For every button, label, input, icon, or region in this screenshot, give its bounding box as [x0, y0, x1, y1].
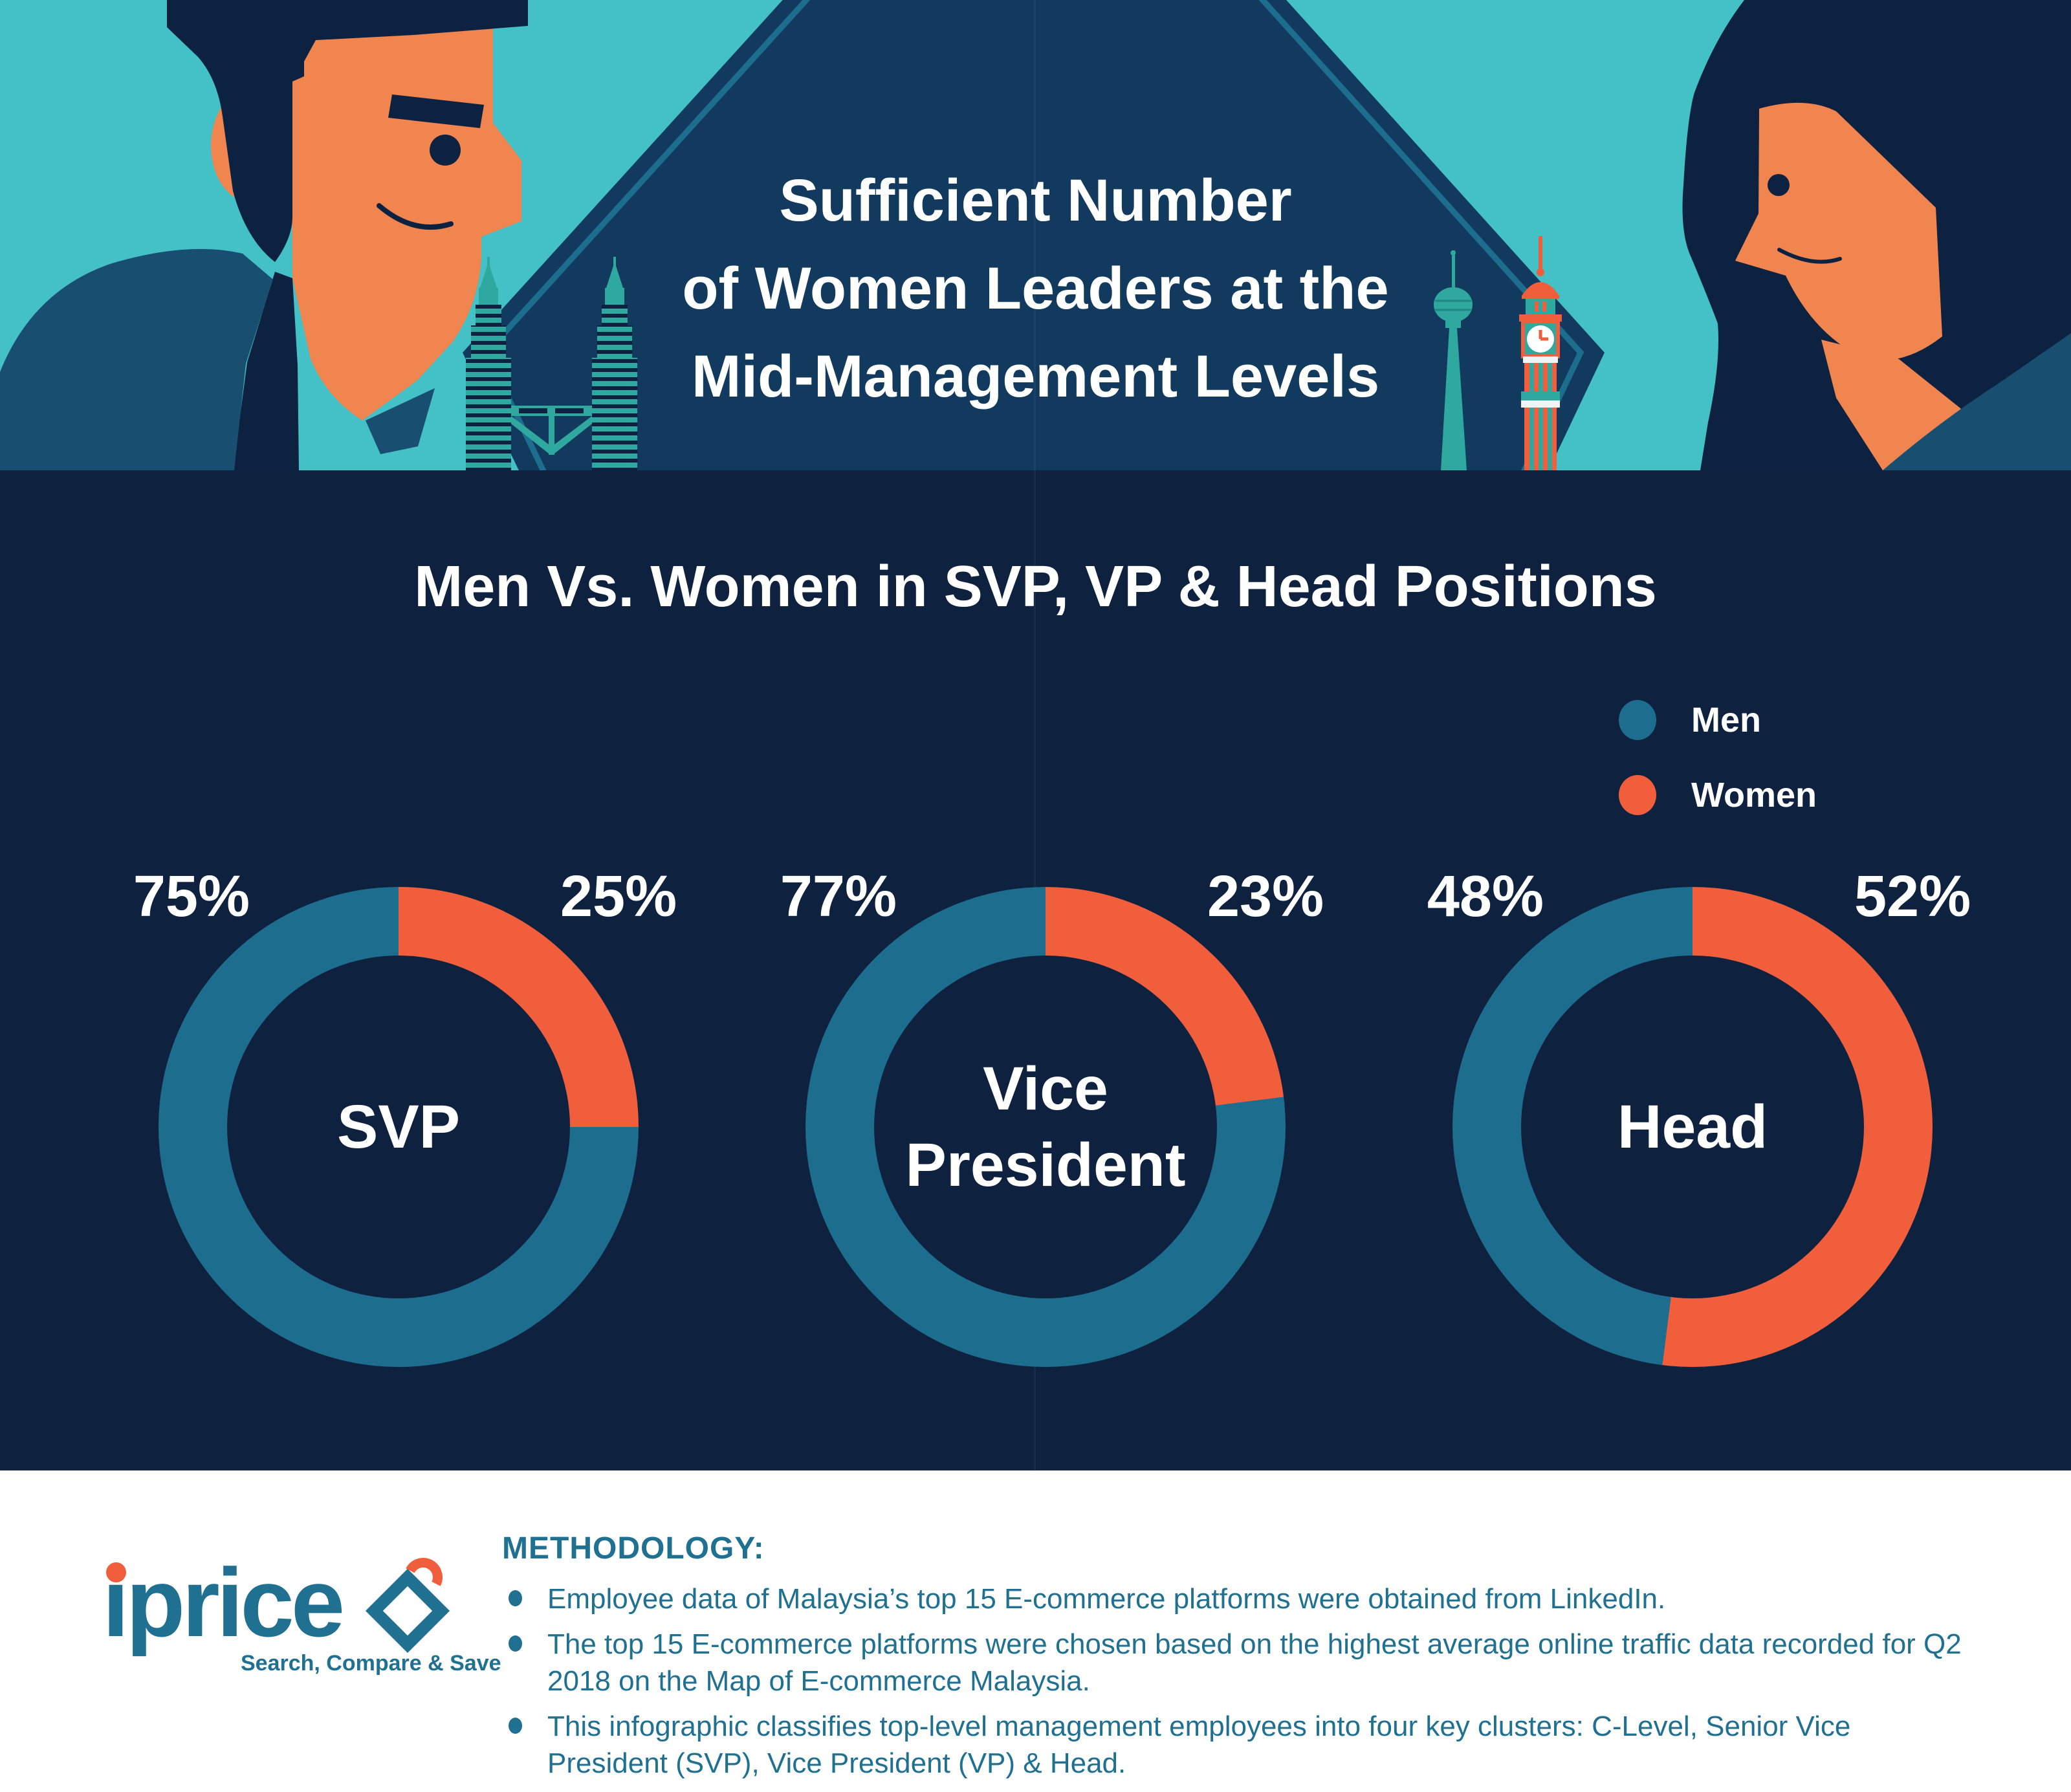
men-legend-dot [1619, 700, 1656, 740]
legend-row-men: Men [1619, 700, 1817, 740]
section-heading: Men Vs. Women in SVP, VP & Head Position… [414, 554, 1657, 619]
methodology-list: Employee data of Malaysia’s top 15 E-com… [502, 1580, 1971, 1782]
man-illustration [0, 0, 528, 470]
vp-donut-label: Vice President [905, 1054, 1186, 1199]
head-women-percent: 52% [1854, 864, 1971, 929]
diamond-backdrop [463, 0, 1605, 470]
methodology-block: METHODOLOGY: Employee data of Malaysia’s… [502, 1531, 1971, 1790]
banner: Sufficient Number of Women Leaders at th… [0, 0, 2071, 470]
legend-row-women: Women [1619, 775, 1817, 815]
kl-tower-icon [1434, 250, 1473, 470]
banner-title: Sufficient Number of Women Leaders at th… [0, 157, 2071, 421]
head-donut-label: Head [1617, 1093, 1768, 1161]
vp-men-percent: 77% [780, 864, 897, 929]
vp-donut-hole: Vice President [874, 956, 1217, 1298]
clock-tower-icon [1519, 236, 1562, 470]
donut-vp: 77% 23% Vice President [722, 864, 1369, 1375]
methodology-bullet-3: This infographic classifies top-level ma… [502, 1708, 1971, 1782]
footer [0, 1470, 2071, 1792]
head-donut-ring: Head [1452, 887, 1933, 1367]
petronas-towers-icon [466, 257, 637, 470]
section-seam [1034, 0, 1036, 1470]
methodology-title: METHODOLOGY: [502, 1531, 765, 1566]
donut-head: 48% 52% Head [1369, 864, 2016, 1375]
head-men-percent: 48% [1427, 864, 1544, 929]
banner-title-line-3: Mid-Management Levels [691, 344, 1380, 410]
iprice-logo-text: ı price [102, 1548, 345, 1657]
vp-women-percent: 23% [1207, 864, 1324, 929]
banner-title-line-1: Sufficient Number [779, 168, 1292, 234]
vp-donut-ring: Vice President [805, 887, 1286, 1367]
donut-svp: 75% 25% SVP [75, 864, 722, 1375]
methodology-bullet-1: Employee data of Malaysia’s top 15 E-com… [502, 1580, 1971, 1617]
head-donut-hole: Head [1521, 956, 1864, 1298]
svp-donut-ring: SVP [159, 887, 639, 1367]
women-legend-dot [1619, 775, 1656, 815]
woman-illustration [1682, 0, 2071, 470]
banner-title-line-2: of Women Leaders at the [682, 256, 1389, 322]
svp-women-percent: 25% [560, 864, 677, 929]
logo-tagline: Search, Compare & Save [241, 1651, 501, 1676]
svp-donut-hole: SVP [227, 956, 570, 1298]
chart-legend: Men Women [1619, 700, 1817, 850]
women-legend-label: Women [1691, 776, 1817, 814]
methodology-bullet-2: The top 15 E-commerce platforms were cho… [502, 1626, 1971, 1699]
svp-men-percent: 75% [133, 864, 250, 929]
men-legend-label: Men [1691, 701, 1761, 739]
svp-donut-label: SVP [336, 1093, 461, 1161]
